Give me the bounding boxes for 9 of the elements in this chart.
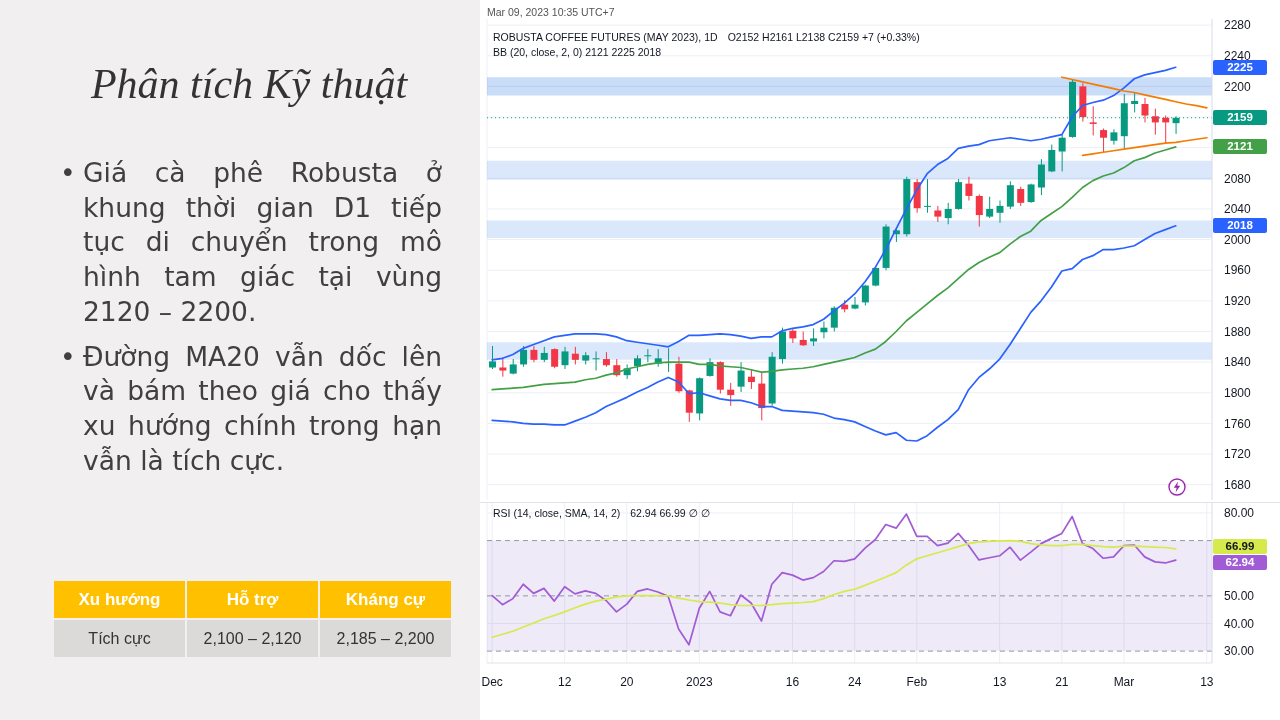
text: Hỗ trợ — [226, 589, 279, 610]
text: Kháng cự — [345, 589, 426, 610]
text: Tích cực — [88, 629, 151, 648]
text: • Đường MA20 vẫn dốc lên và bám theo giá cho thấy xu hướng chính trong hạn vẫn là tích cực. — [60, 340, 442, 476]
text: Phân tích Kỹ thuật — [90, 61, 408, 107]
text: 2,185 – 2,200 — [336, 629, 435, 648]
text: Xu hướng — [78, 589, 161, 610]
text: • Giá cà phê Robusta ở khung thời gian D1 tiếp tục di chuyển trong mô hình tam giác tại vùng 2120 – 2200. — [60, 157, 442, 327]
text: 2,100 – 2,120 — [203, 629, 302, 648]
